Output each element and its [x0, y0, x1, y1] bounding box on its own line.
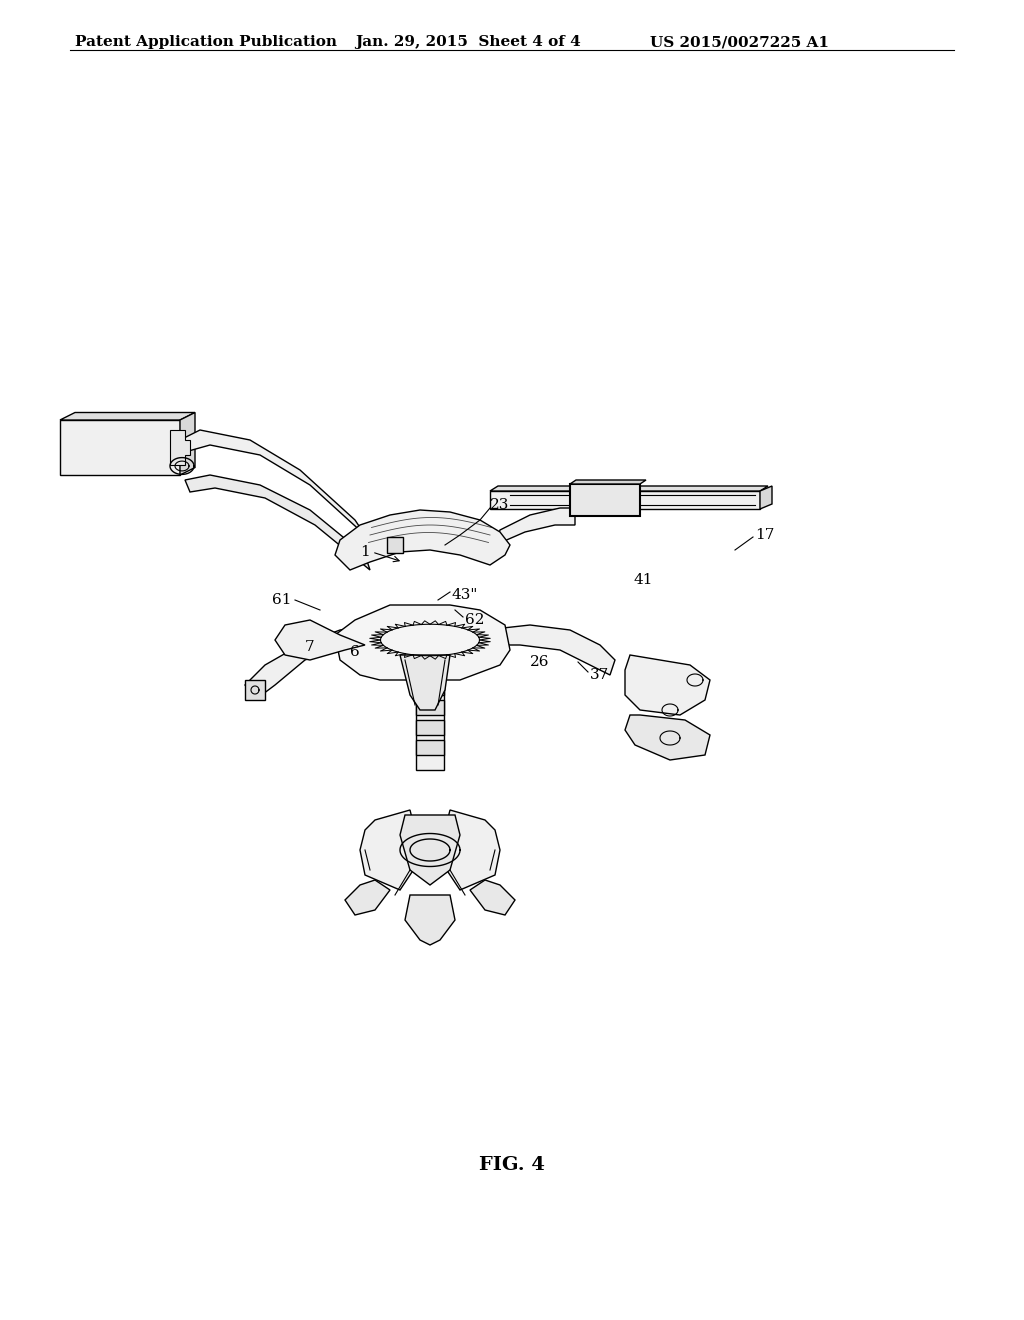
Polygon shape: [495, 508, 575, 545]
Polygon shape: [416, 680, 444, 696]
Polygon shape: [440, 810, 500, 890]
Polygon shape: [570, 484, 640, 516]
Polygon shape: [490, 486, 768, 491]
Polygon shape: [570, 480, 646, 484]
Polygon shape: [180, 430, 365, 535]
Text: 23: 23: [490, 498, 509, 512]
Polygon shape: [416, 719, 444, 735]
Text: 17: 17: [755, 528, 774, 543]
Polygon shape: [180, 412, 195, 475]
Text: US 2015/0027225 A1: US 2015/0027225 A1: [650, 36, 829, 49]
Polygon shape: [400, 814, 460, 884]
Text: Patent Application Publication: Patent Application Publication: [75, 36, 337, 49]
Polygon shape: [416, 741, 444, 755]
Polygon shape: [170, 430, 190, 465]
Polygon shape: [335, 510, 510, 570]
Polygon shape: [387, 537, 403, 553]
Text: Jan. 29, 2015  Sheet 4 of 4: Jan. 29, 2015 Sheet 4 of 4: [355, 36, 581, 49]
Polygon shape: [490, 491, 760, 510]
Polygon shape: [185, 475, 370, 570]
Polygon shape: [360, 810, 420, 890]
Text: FIG. 4: FIG. 4: [479, 1156, 545, 1173]
Text: 6: 6: [350, 645, 359, 659]
Polygon shape: [245, 624, 380, 700]
Polygon shape: [760, 486, 772, 510]
Polygon shape: [406, 895, 455, 945]
Polygon shape: [275, 620, 365, 660]
Text: 37: 37: [590, 668, 609, 682]
Polygon shape: [625, 715, 710, 760]
Polygon shape: [60, 420, 180, 475]
Polygon shape: [60, 412, 195, 420]
Polygon shape: [625, 655, 710, 715]
Text: 61: 61: [272, 593, 292, 607]
Polygon shape: [400, 655, 450, 710]
Polygon shape: [345, 880, 390, 915]
Text: 43": 43": [452, 587, 478, 602]
Polygon shape: [416, 671, 444, 770]
Polygon shape: [335, 605, 510, 680]
Polygon shape: [245, 680, 265, 700]
Polygon shape: [480, 624, 615, 675]
Text: 41: 41: [633, 573, 652, 587]
Text: 7: 7: [305, 640, 314, 653]
Polygon shape: [470, 880, 515, 915]
Text: 26: 26: [530, 655, 550, 669]
Text: 1: 1: [360, 545, 370, 558]
Polygon shape: [416, 700, 444, 715]
Text: 62: 62: [465, 612, 484, 627]
